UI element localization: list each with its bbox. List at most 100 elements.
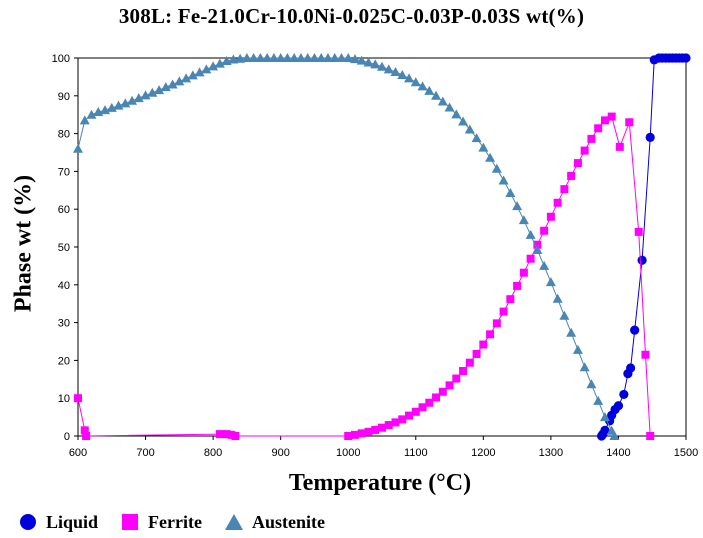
y-tick-label: 100 <box>52 53 70 65</box>
data-point-austenite <box>343 53 354 62</box>
data-point-liquid <box>637 255 647 265</box>
data-point-austenite <box>289 53 300 62</box>
data-point-austenite <box>464 124 475 134</box>
data-point-ferrite <box>646 432 655 440</box>
data-point-ferrite <box>425 398 434 407</box>
data-point-austenite <box>377 61 387 71</box>
data-point-ferrite <box>560 185 569 194</box>
data-point-austenite <box>336 53 347 62</box>
data-point-austenite <box>505 187 516 197</box>
data-point-ferrite <box>74 394 82 403</box>
y-tick-label: 90 <box>58 91 70 103</box>
y-tick-label: 50 <box>58 242 70 254</box>
data-point-austenite <box>525 229 536 239</box>
data-point-austenite <box>539 260 550 270</box>
data-point-ferrite <box>215 430 224 439</box>
data-point-ferrite <box>391 418 400 427</box>
chart-title: 308L: Fe-21.0Cr-10.0Ni-0.025C-0.03P-0.03… <box>118 4 585 28</box>
data-point-ferrite <box>553 198 562 207</box>
data-point-austenite <box>370 59 381 69</box>
data-point-ferrite <box>452 374 461 383</box>
data-point-austenite <box>235 53 246 63</box>
data-point-austenite <box>579 362 590 372</box>
data-point-austenite <box>262 53 273 62</box>
data-point-austenite <box>167 79 178 89</box>
y-tick-label: 20 <box>58 355 70 367</box>
data-point-austenite <box>491 163 502 173</box>
data-point-ferrite <box>231 432 240 440</box>
data-point-liquid <box>630 325 640 335</box>
legend-marker-ferrite <box>122 514 139 530</box>
y-tick-label: 80 <box>58 129 70 141</box>
y-tick-label: 30 <box>58 318 70 330</box>
data-point-austenite <box>322 53 333 62</box>
data-point-ferrite <box>82 432 91 440</box>
data-point-ferrite <box>492 319 501 328</box>
data-point-austenite <box>120 98 131 108</box>
data-point-austenite <box>586 379 597 389</box>
data-point-austenite <box>282 53 293 62</box>
data-point-austenite <box>471 133 482 143</box>
x-tick-label: 900 <box>271 447 289 459</box>
x-axis-label: Temperature (°C) <box>288 470 472 496</box>
data-point-ferrite <box>634 227 643 236</box>
data-point-austenite <box>424 85 435 95</box>
data-point-austenite <box>106 102 117 112</box>
legend-marker-austenite <box>225 514 243 530</box>
data-point-austenite <box>181 73 192 83</box>
data-point-austenite <box>309 53 320 62</box>
data-point-austenite <box>194 67 205 77</box>
data-point-austenite <box>356 55 367 65</box>
y-tick-label: 60 <box>58 204 70 216</box>
legend-item-ferrite: Ferrite <box>120 512 202 533</box>
data-point-austenite <box>566 327 577 337</box>
data-point-austenite <box>201 64 212 74</box>
data-point-liquid <box>645 132 655 142</box>
data-point-liquid <box>619 389 629 400</box>
data-point-ferrite <box>398 415 407 424</box>
data-point-austenite <box>228 54 239 64</box>
data-point-austenite <box>478 142 489 152</box>
data-point-austenite <box>154 85 165 95</box>
data-point-ferrite <box>465 358 474 367</box>
x-tick-label: 1400 <box>606 447 630 459</box>
data-point-liquid <box>600 425 610 435</box>
y-tick-label: 40 <box>58 280 70 292</box>
data-point-austenite <box>532 245 543 255</box>
data-point-austenite <box>275 53 286 62</box>
x-tick-label: 1500 <box>674 447 698 459</box>
data-point-austenite <box>363 57 374 67</box>
data-point-austenite <box>572 344 583 354</box>
data-point-austenite <box>241 53 252 62</box>
data-point-austenite <box>160 82 171 92</box>
data-point-ferrite <box>615 142 624 151</box>
data-point-ferrite <box>405 411 414 420</box>
data-point-austenite <box>113 100 124 110</box>
data-point-ferrite <box>513 281 522 290</box>
data-point-austenite <box>410 77 421 87</box>
plot-frame <box>77 57 687 437</box>
data-point-ferrite <box>519 268 528 277</box>
y-tick-label: 0 <box>64 431 70 443</box>
data-point-austenite <box>397 70 408 80</box>
legend-label-ferrite: Ferrite <box>148 511 202 532</box>
data-point-ferrite <box>438 387 447 396</box>
data-point-austenite <box>552 293 563 303</box>
data-point-austenite <box>451 109 462 119</box>
data-point-austenite <box>458 116 469 126</box>
data-point-ferrite <box>371 425 380 434</box>
data-point-ferrite <box>378 423 386 432</box>
legend-item-austenite: Austenite <box>224 512 325 533</box>
data-point-austenite <box>404 73 415 83</box>
data-point-ferrite <box>594 124 603 133</box>
data-point-austenite <box>187 70 198 80</box>
data-point-ferrite <box>459 366 468 375</box>
x-tick-label: 700 <box>136 447 154 459</box>
data-point-ferrite <box>411 407 420 416</box>
axes: 600 700 800 900 1000 1100 1200 1300 1400 1500 0 10 2… <box>52 53 699 459</box>
data-point-austenite <box>302 53 313 62</box>
data-point-austenite <box>255 53 266 62</box>
data-point-austenite <box>518 215 529 225</box>
data-point-ferrite <box>526 254 535 263</box>
